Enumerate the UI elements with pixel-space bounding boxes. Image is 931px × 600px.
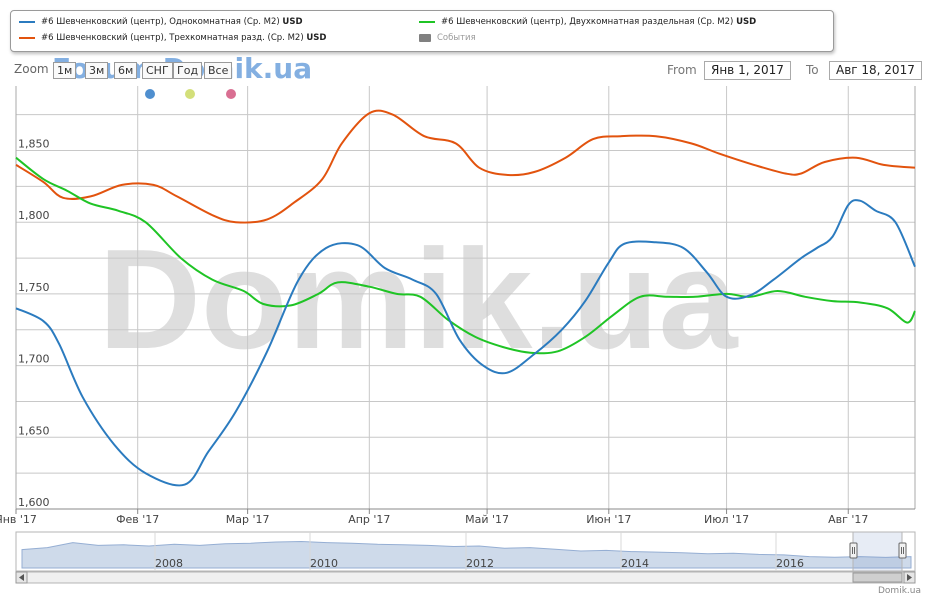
x-tick-label: Апр '17 xyxy=(348,513,390,526)
event-markers xyxy=(145,89,236,99)
event-marker-dot xyxy=(226,89,236,99)
legend-label-two-room: #6 Шевченковский (центр), Двухкомнатная … xyxy=(441,17,737,27)
navigator-year-label: 2016 xyxy=(776,557,804,570)
series-line-2[interactable] xyxy=(15,156,916,355)
y-tick-label: 1,800 xyxy=(18,209,50,222)
legend-unit-two-room: USD xyxy=(736,17,757,27)
arrow-left-icon xyxy=(19,574,24,581)
x-tick-label: Авг '17 xyxy=(828,513,868,526)
legend-item-two-room[interactable]: #6 Шевченковский (центр), Двухкомнатная … xyxy=(419,16,756,28)
x-tick-label: Мар '17 xyxy=(226,513,270,526)
navigator-selection xyxy=(852,531,903,572)
legend-swatch-one-room xyxy=(19,20,35,23)
y-tick-label: 1,750 xyxy=(18,281,50,294)
y-tick-label: 1,600 xyxy=(18,496,50,509)
zoom-3m-button[interactable]: 3м xyxy=(85,62,109,79)
from-date-input[interactable]: Янв 1, 2017 xyxy=(704,61,791,80)
navigator-handle[interactable] xyxy=(849,542,858,559)
chart-grid xyxy=(15,86,915,510)
scrollbar-track xyxy=(15,571,916,584)
x-tick-label: Июн '17 xyxy=(586,513,631,526)
legend-label-three-room: #6 Шевченковский (центр), Трехкомнатная … xyxy=(41,33,307,43)
chart-axes: 1,600 1,650 1,700 1,750 1,800 1,850 Янв '17 Фев… xyxy=(0,86,916,526)
chart-series xyxy=(15,109,916,487)
legend-item-three-room[interactable]: #6 Шевченковский (центр), Трехкомнатная … xyxy=(19,32,326,44)
x-tick-label: Май '17 xyxy=(465,513,509,526)
legend-swatch-events xyxy=(419,33,431,42)
navigator-handle[interactable] xyxy=(898,542,907,559)
legend-label-one-room: #6 Шевченковский (центр), Однокомнатная … xyxy=(41,17,283,27)
legend-swatch-two-room xyxy=(419,20,435,23)
navigator-year-label: 2012 xyxy=(466,557,494,570)
to-date-input[interactable]: Авг 18, 2017 xyxy=(829,61,922,80)
zoom-ytd-button[interactable]: СНГ xyxy=(142,62,173,79)
x-tick-label: Фев '17 xyxy=(116,513,159,526)
from-label: From xyxy=(667,63,697,77)
legend-unit-one-room: USD xyxy=(282,17,303,27)
legend-item-events[interactable]: События xyxy=(419,32,476,44)
series-line-1[interactable] xyxy=(15,109,916,224)
arrow-right-icon xyxy=(907,574,912,581)
series-line-0[interactable] xyxy=(15,199,916,487)
navigator-year-label: 2014 xyxy=(621,557,649,570)
navigator-year-label: 2008 xyxy=(155,557,183,570)
zoom-all-button[interactable]: Все xyxy=(204,62,233,79)
watermark-domik: Domik.ua xyxy=(98,220,738,379)
zoom-label: Zoom xyxy=(14,62,49,76)
legend-label-events: События xyxy=(437,33,476,43)
y-tick-label: 1,700 xyxy=(18,353,50,366)
zoom-1m-button[interactable]: 1м xyxy=(53,62,77,79)
x-tick-label: Янв '17 xyxy=(0,513,37,526)
scrollbar-thumb[interactable] xyxy=(852,572,903,583)
zoom-6m-button[interactable]: 6м xyxy=(114,62,138,79)
legend-unit-three-room: USD xyxy=(306,33,327,43)
event-marker-dot xyxy=(145,89,155,99)
y-tick-label: 1,650 xyxy=(18,424,50,437)
x-tick-label: Июл '17 xyxy=(704,513,749,526)
chart-legend: #6 Шевченковский (центр), Однокомнатная … xyxy=(10,10,834,52)
to-label: To xyxy=(806,63,819,77)
event-marker-dot xyxy=(185,89,195,99)
navigator[interactable]: 2008 2010 2012 2014 2016 xyxy=(15,531,916,584)
zoom-1y-button[interactable]: Год xyxy=(173,62,203,79)
navigator-year-label: 2010 xyxy=(310,557,338,570)
legend-item-one-room[interactable]: #6 Шевченковский (центр), Однокомнатная … xyxy=(19,16,303,28)
credit-link[interactable]: Domik.ua xyxy=(878,586,921,596)
legend-swatch-three-room xyxy=(19,36,35,39)
y-tick-label: 1,850 xyxy=(18,138,50,151)
